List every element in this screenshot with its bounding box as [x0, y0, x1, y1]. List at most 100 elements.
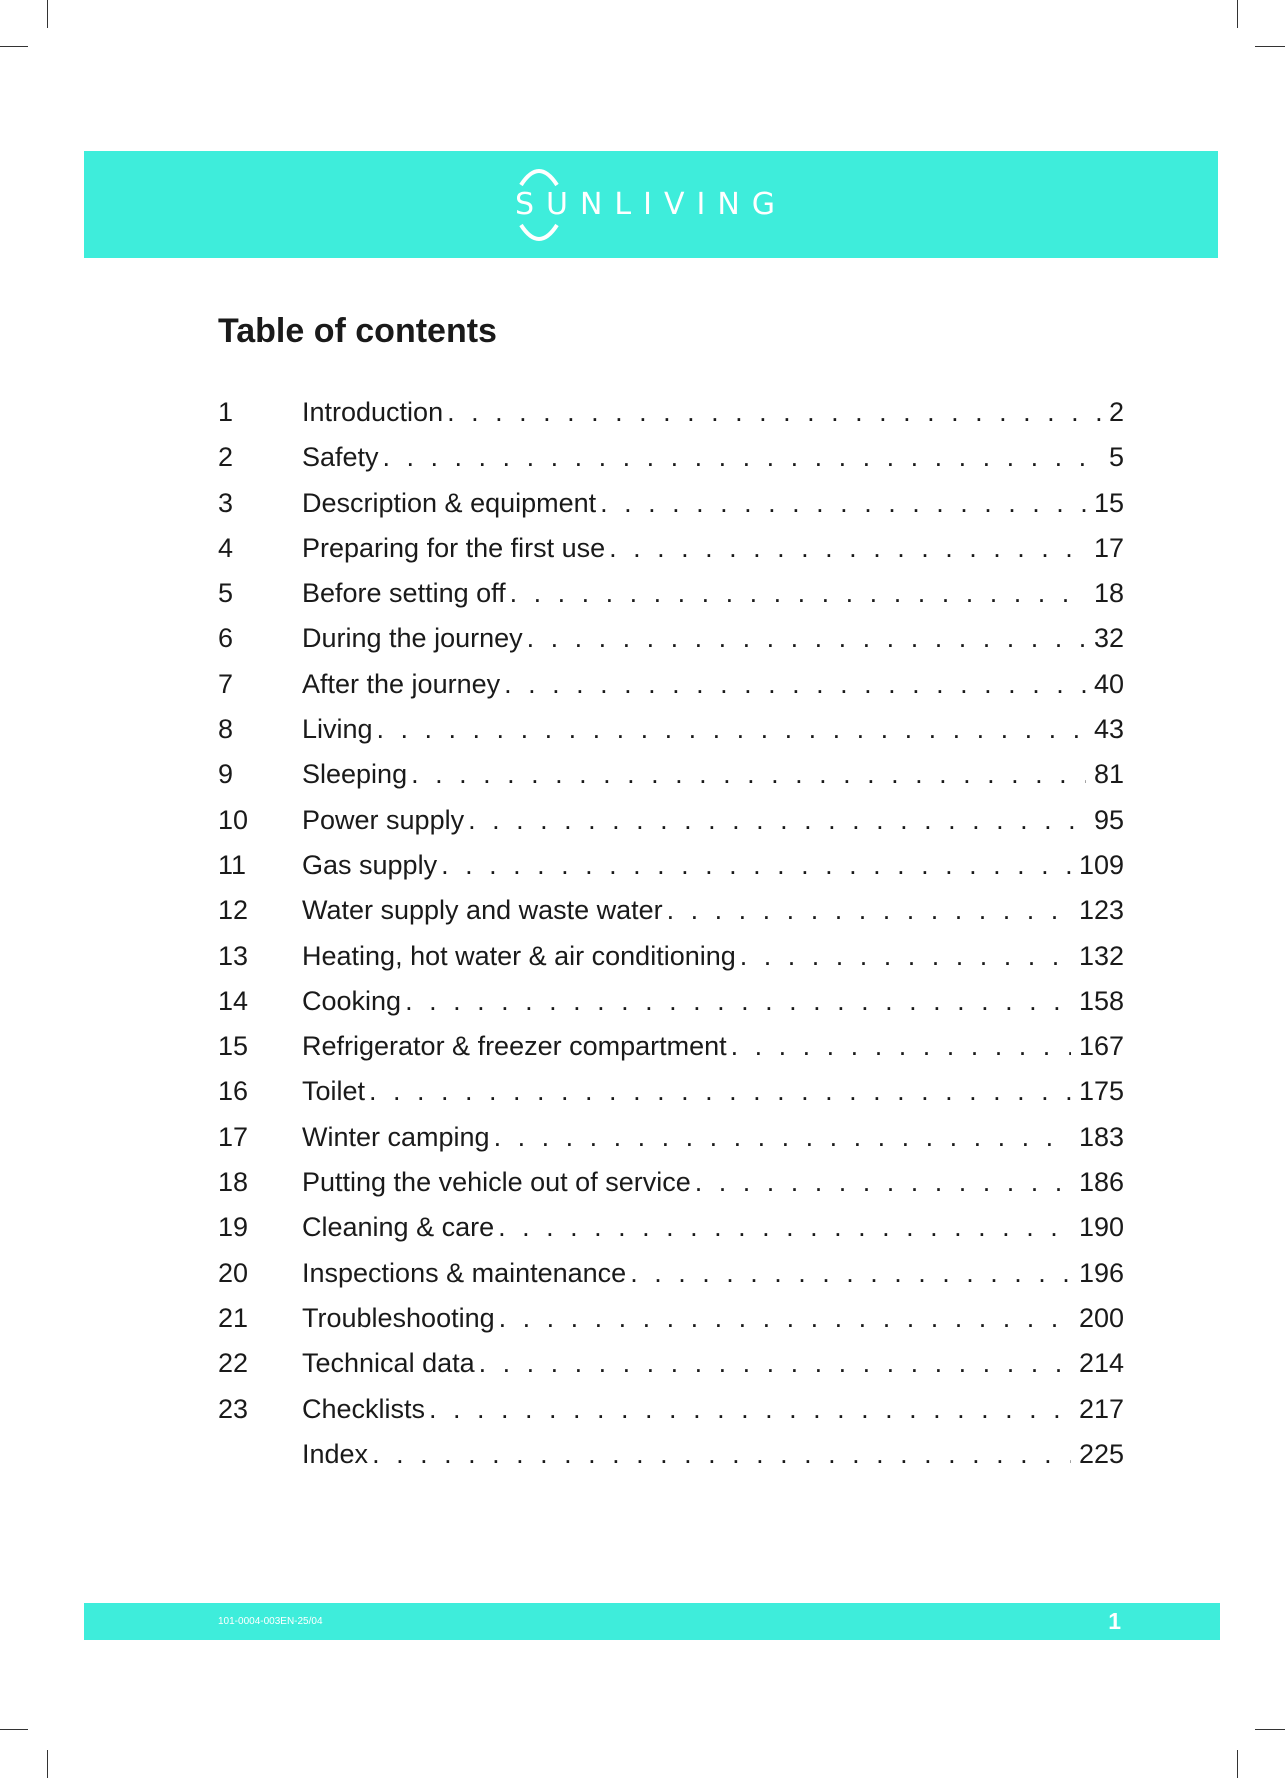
chapter-page: 158	[1078, 985, 1124, 1016]
dot-leader: . . . . . . . . . . . . . . . . . . . . …	[376, 714, 1086, 745]
toc-entry[interactable]: 8 Living. . . . . . . . . . . . . . . . .…	[218, 714, 1124, 759]
dot-leader: . . . . . . . . . . . . . . . . . . . . …	[468, 804, 1086, 835]
toc-entry[interactable]: 17 Winter camping. . . . . . . . . . . . …	[218, 1122, 1124, 1167]
toc-entry[interactable]: Index. . . . . . . . . . . . . . . . . .…	[218, 1439, 1124, 1484]
chapter-number: 11	[218, 849, 247, 880]
chapter-title: Cleaning & care	[302, 1212, 495, 1243]
toc-entry[interactable]: 13 Heating, hot water & air conditioning.…	[218, 941, 1124, 986]
chapter-title: Before setting off	[302, 578, 506, 609]
dot-leader: . . . . . . . . . . . . . . . . . . . . …	[382, 442, 1101, 473]
chapter-number: 8	[218, 714, 234, 745]
chapter-page: 200	[1078, 1302, 1124, 1333]
crop-mark	[47, 0, 48, 28]
dot-leader: . . . . . . . . . . . . . . . . . . . . …	[739, 940, 1071, 971]
toc-entry[interactable]: 22 Technical data. . . . . . . . . . . . …	[218, 1348, 1124, 1393]
toc-entry[interactable]: 11 Gas supply. . . . . . . . . . . . . . …	[218, 850, 1124, 895]
chapter-page: 2	[1108, 397, 1124, 427]
dot-leader: . . . . . . . . . . . . . . . . . . . . …	[405, 985, 1071, 1016]
chapter-page: 43	[1093, 714, 1124, 745]
chapter-page: 40	[1093, 668, 1124, 699]
chapter-page: 109	[1078, 849, 1124, 880]
toc-entry[interactable]: 23 Checklists. . . . . . . . . . . . . . …	[218, 1394, 1124, 1439]
chapter-number: 21	[218, 1302, 249, 1333]
dot-leader: . . . . . . . . . . . . . . . . . . . . …	[730, 1031, 1071, 1062]
crop-mark	[1237, 1750, 1238, 1778]
chapter-number: 6	[218, 623, 234, 654]
chapter-title: Power supply	[302, 804, 465, 835]
chapter-page: 167	[1078, 1031, 1124, 1062]
page-title: Table of contents	[218, 312, 497, 350]
chapter-number: 14	[218, 985, 249, 1016]
toc-entry[interactable]: 10 Power supply. . . . . . . . . . . . . …	[218, 805, 1124, 850]
chapter-title: During the journey	[302, 623, 523, 654]
chapter-page: 18	[1093, 578, 1124, 609]
chapter-number: 10	[218, 804, 249, 835]
toc-entry[interactable]: 15 Refrigerator & freezer compartment. . …	[218, 1031, 1124, 1076]
chapter-page: 32	[1093, 623, 1124, 654]
chapter-page: 15	[1093, 487, 1124, 518]
chapter-title: Toilet	[302, 1076, 366, 1107]
chapter-title: Refrigerator & freezer compartment	[302, 1031, 727, 1062]
chapter-number: 4	[218, 532, 234, 563]
toc-entry[interactable]: 18 Putting the vehicle out of service. . …	[218, 1167, 1124, 1212]
logo-text: SUNLIVING	[514, 187, 788, 222]
chapter-title: Checklists	[302, 1393, 426, 1424]
chapter-number: 12	[218, 895, 249, 926]
dot-leader: . . . . . . . . . . . . . . . . . . . . …	[630, 1257, 1071, 1288]
dot-leader: . . . . . . . . . . . . . . . . . . . . …	[369, 1076, 1071, 1107]
chapter-title: Inspections & maintenance	[302, 1257, 627, 1288]
toc-entry[interactable]: 9 Sleeping. . . . . . . . . . . . . . . .…	[218, 759, 1124, 804]
toc-entry[interactable]: 4 Preparing for the first use. . . . . . …	[218, 533, 1124, 578]
dot-leader: . . . . . . . . . . . . . . . . . . . . …	[498, 1302, 1071, 1333]
header-banner: SUNLIVING	[84, 151, 1218, 258]
chapter-page: 132	[1078, 940, 1124, 971]
toc-entry[interactable]: 21 Troubleshooting. . . . . . . . . . . .…	[218, 1303, 1124, 1348]
toc-entry[interactable]: 12 Water supply and waste water. . . . . …	[218, 895, 1124, 940]
toc-entry[interactable]: 6 During the journey. . . . . . . . . . .…	[218, 623, 1124, 668]
chapter-title: Preparing for the first use	[302, 532, 606, 563]
toc-entry[interactable]: 3 Description & equipment. . . . . . . . …	[218, 488, 1124, 533]
chapter-title: Gas supply	[302, 849, 438, 880]
chapter-number: 23	[218, 1393, 249, 1424]
chapter-title: Troubleshooting	[302, 1302, 495, 1333]
chapter-title: Technical data	[302, 1348, 475, 1379]
dot-leader: . . . . . . . . . . . . . . . . . . . . …	[609, 532, 1086, 563]
chapter-title: Index	[302, 1438, 369, 1469]
dot-leader: . . . . . . . . . . . . . . . . . . . . …	[600, 487, 1086, 518]
chapter-title: Safety	[302, 442, 379, 473]
dot-leader: . . . . . . . . . . . . . . . . . . . . …	[429, 1393, 1071, 1424]
chapter-page: 225	[1078, 1438, 1124, 1469]
toc-entry[interactable]: 2 Safety. . . . . . . . . . . . . . . . .…	[218, 442, 1124, 487]
chapter-page: 214	[1078, 1348, 1124, 1379]
toc-entry[interactable]: 7 After the journey. . . . . . . . . . . …	[218, 669, 1124, 714]
toc-entry[interactable]: 20 Inspections & maintenance. . . . . . .…	[218, 1258, 1124, 1303]
dot-leader: . . . . . . . . . . . . . . . . . . . . …	[478, 1348, 1071, 1379]
crop-mark	[0, 1729, 28, 1730]
toc-entry[interactable]: 16 Toilet. . . . . . . . . . . . . . . . …	[218, 1076, 1124, 1121]
dot-leader: . . . . . . . . . . . . . . . . . . . . …	[447, 397, 1101, 427]
document-code: 101-0004-003EN-25/04	[218, 1616, 323, 1627]
chapter-page: 190	[1078, 1212, 1124, 1243]
chapter-title: Introduction	[302, 397, 444, 427]
chapter-number: 3	[218, 487, 234, 518]
chapter-number: 15	[218, 1031, 249, 1062]
crop-mark	[1255, 1729, 1285, 1730]
dot-leader: . . . . . . . . . . . . . . . . . . . . …	[498, 1212, 1071, 1243]
chapter-number: 9	[218, 759, 234, 790]
table-of-contents: 1 Introduction. . . . . . . . . . . . . .…	[218, 397, 1124, 1484]
dot-leader: . . . . . . . . . . . . . . . . . . . . …	[411, 759, 1086, 790]
chapter-page: 217	[1078, 1393, 1124, 1424]
chapter-title: Water supply and waste water	[302, 895, 663, 926]
toc-entry[interactable]: 5 Before setting off. . . . . . . . . . .…	[218, 578, 1124, 623]
dot-leader: . . . . . . . . . . . . . . . . . . . . …	[509, 578, 1086, 609]
chapter-page: 95	[1093, 804, 1124, 835]
chapter-page: 17	[1093, 532, 1124, 563]
dot-leader: . . . . . . . . . . . . . . . . . . . . …	[526, 623, 1086, 654]
toc-entry[interactable]: 14 Cooking. . . . . . . . . . . . . . . .…	[218, 986, 1124, 1031]
crop-mark	[0, 46, 28, 47]
toc-entry[interactable]: 19 Cleaning & care. . . . . . . . . . . .…	[218, 1212, 1124, 1257]
chapter-number: 16	[218, 1076, 249, 1107]
chapter-number: 2	[218, 442, 234, 473]
toc-entry[interactable]: 1 Introduction. . . . . . . . . . . . . .…	[218, 397, 1124, 442]
dot-leader: . . . . . . . . . . . . . . . . . . . . …	[493, 1121, 1071, 1152]
